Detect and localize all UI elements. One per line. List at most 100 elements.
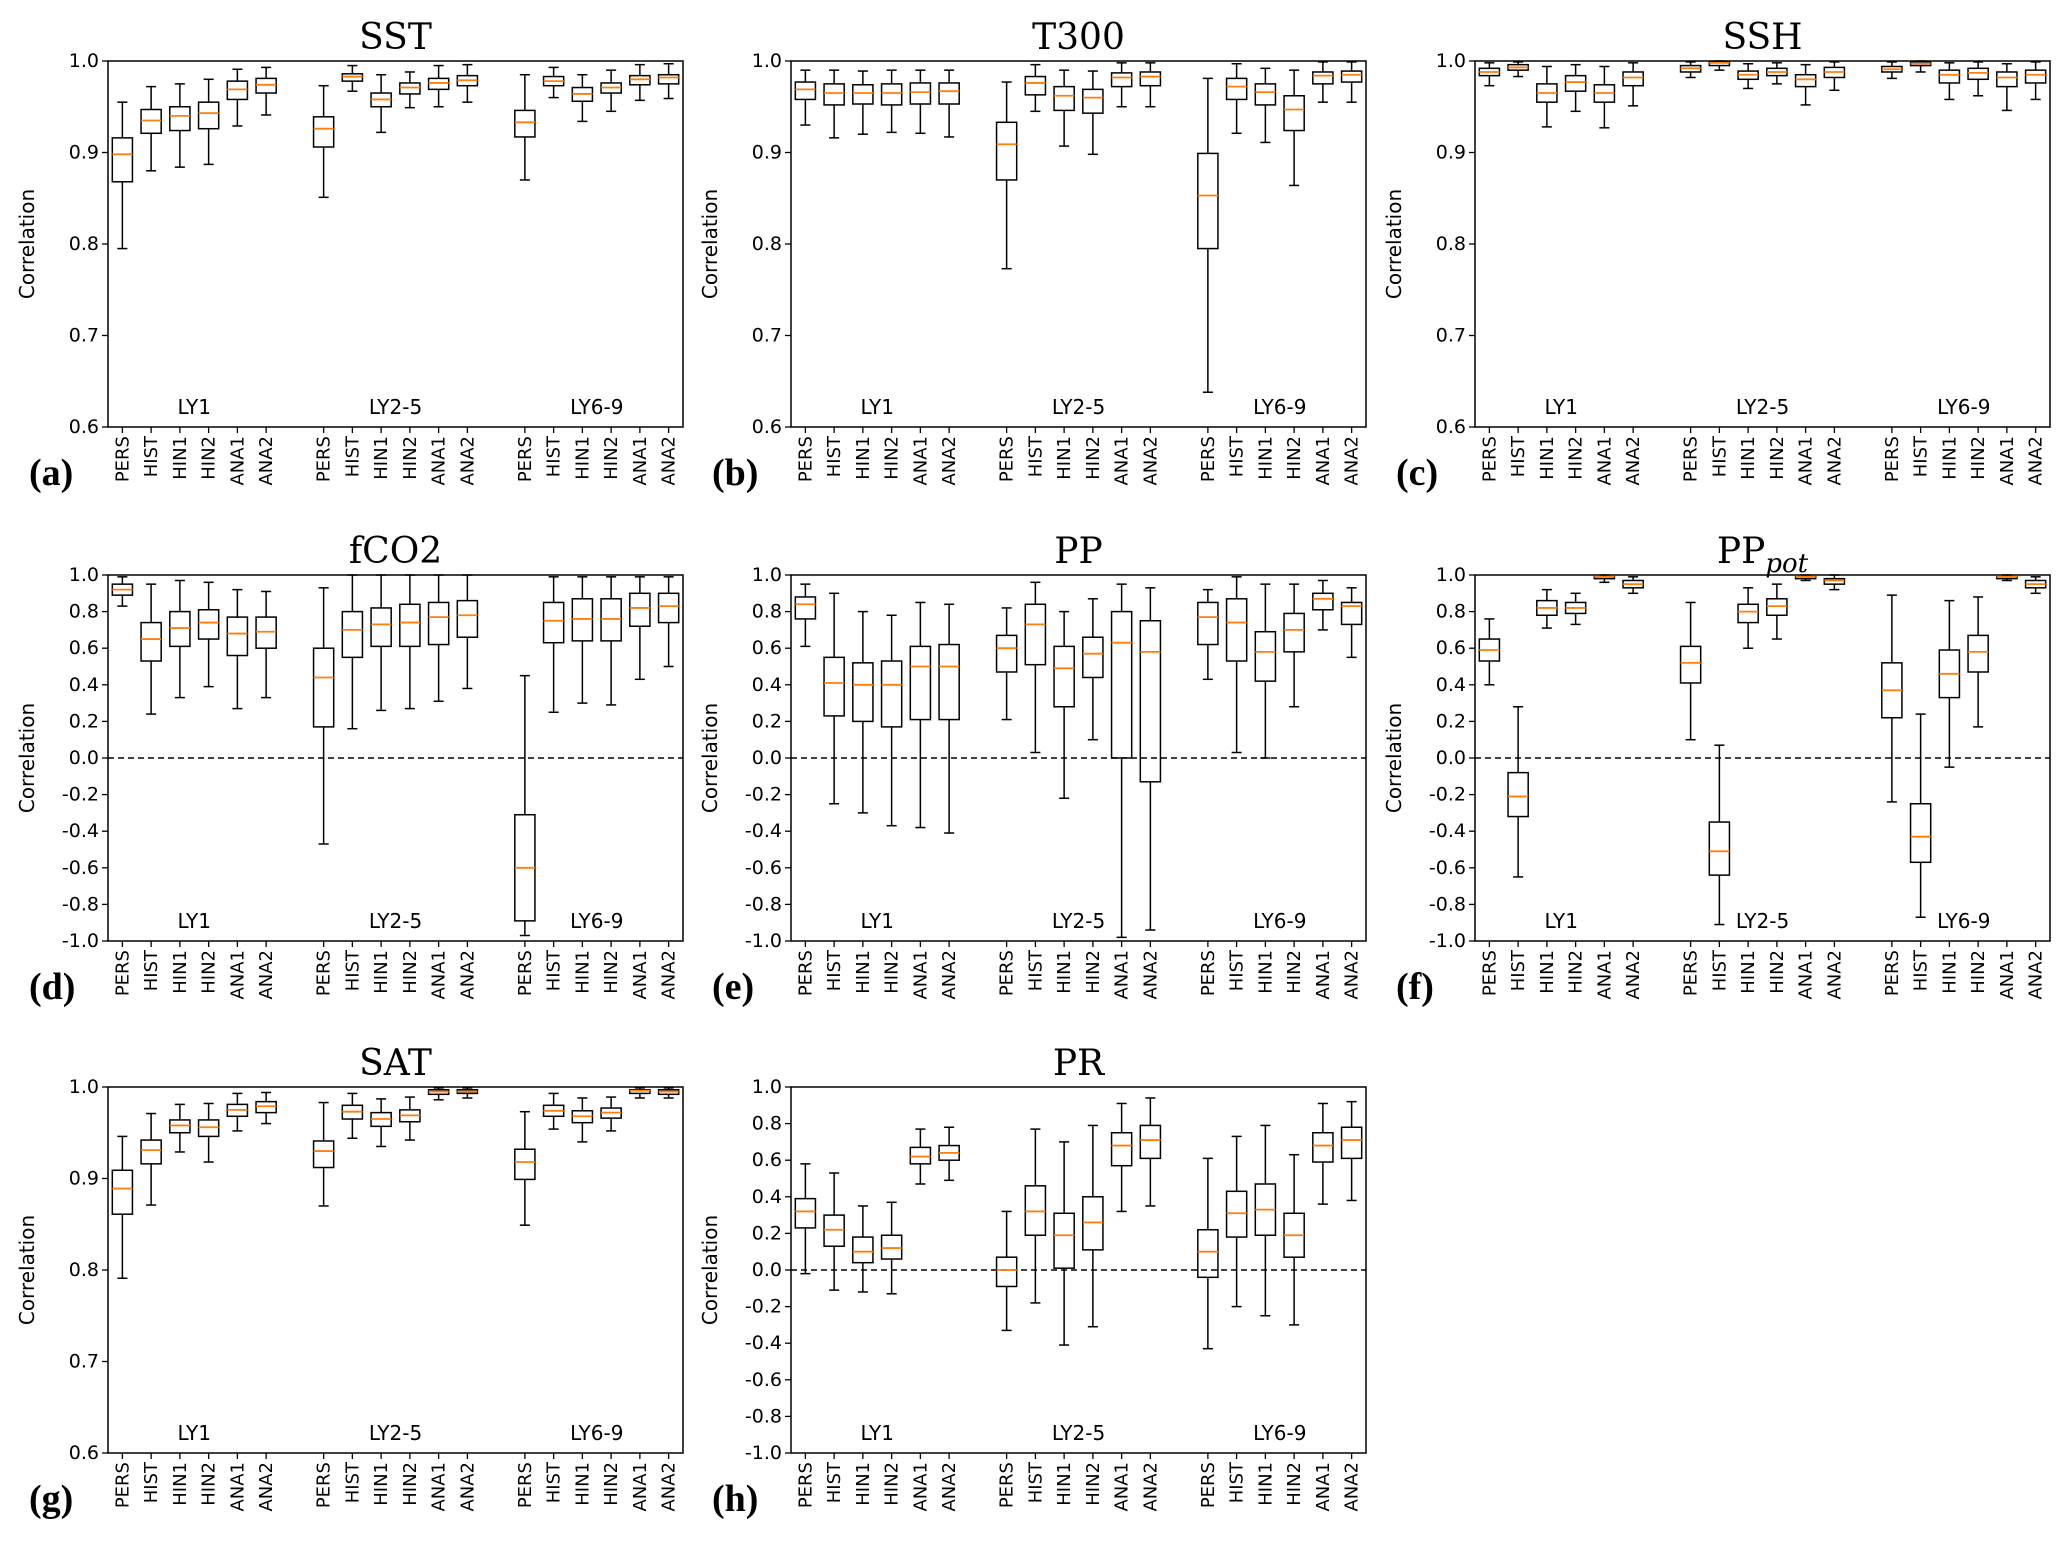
y-axis-label: Correlation xyxy=(698,1215,722,1325)
box-LY6-9-ANA1 xyxy=(1996,574,2018,582)
x-tick-label: HIN2 xyxy=(1083,436,1104,480)
iqr-box xyxy=(1766,598,1788,617)
y-tick-label: 0.8 xyxy=(69,601,99,623)
iqr-box xyxy=(370,607,392,648)
box-LY2-5-PERS xyxy=(312,1101,335,1207)
iqr-box xyxy=(514,1148,536,1181)
y-tick-label: 0.7 xyxy=(69,1351,99,1373)
box-LY6-9-PERS xyxy=(1197,1157,1219,1350)
y-tick-label: -0.4 xyxy=(745,1332,782,1354)
x-tick-label: HIST xyxy=(1025,949,1046,991)
panel-c: 0.6 0.7 0.8 0.9 1.0 Correlation SSH LY1 LY2-5 LY6… xyxy=(1382,17,2051,494)
iqr-box xyxy=(1053,1212,1075,1269)
iqr-box xyxy=(140,621,162,662)
x-tick-label: HIN1 xyxy=(572,436,593,480)
x-tick-label: ANA2 xyxy=(1623,950,1644,1000)
iqr-box xyxy=(427,77,450,91)
x-tick-label: HIN2 xyxy=(400,1462,421,1506)
x-tick-label: ANA2 xyxy=(1342,1462,1363,1512)
x-tick-label: HIN2 xyxy=(1284,950,1305,994)
box-LY2-5-HIST xyxy=(1024,581,1047,754)
x-tick-label: ANA1 xyxy=(1313,950,1334,1000)
x-tick-label: HIN2 xyxy=(1284,1462,1305,1506)
group-label: LY6-9 xyxy=(1937,395,1990,419)
box-LY1-ANA1 xyxy=(909,69,932,135)
iqr-box xyxy=(1225,598,1248,662)
group-label: LY2-5 xyxy=(1736,395,1789,419)
iqr-box xyxy=(140,108,162,135)
y-tick-label: -0.2 xyxy=(1429,784,1466,806)
x-tick-label: HIN2 xyxy=(400,950,421,994)
axes-frame xyxy=(107,574,684,942)
box-LY1-PERS xyxy=(111,101,134,250)
x-tick-label: HIN1 xyxy=(1537,950,1558,994)
box-LY2-5-ANA2 xyxy=(456,574,479,690)
iqr-box xyxy=(1110,72,1133,88)
box-LY6-9-HIST xyxy=(542,576,565,713)
y-tick-label: -1.0 xyxy=(1429,930,1466,952)
x-tick-label: ANA1 xyxy=(1313,1462,1334,1512)
x-tick-label: PERS xyxy=(795,1462,816,1508)
box-LY1-HIN1 xyxy=(852,70,874,135)
box-LY6-9-HIN2 xyxy=(600,1096,622,1132)
y-tick-label: 1.0 xyxy=(1436,564,1466,586)
x-tick-label: PERS xyxy=(1198,1462,1219,1508)
box-LY2-5-ANA2 xyxy=(1139,1097,1162,1207)
iqr-box xyxy=(629,592,651,627)
x-tick-label: ANA1 xyxy=(910,950,931,1000)
box-LY1-PERS xyxy=(111,576,134,607)
box-LY6-9-HIN1 xyxy=(1254,583,1277,759)
iqr-box xyxy=(1139,71,1162,87)
group-label: LY1 xyxy=(861,1421,894,1445)
box-LY2-5-ANA2 xyxy=(1139,587,1162,931)
iqr-box xyxy=(657,73,680,85)
x-tick-label: HIST xyxy=(1911,949,1932,991)
y-tick-label: 0.6 xyxy=(1436,416,1466,438)
box-LY1-HIN1 xyxy=(169,579,191,699)
box-LY6-9-HIN1 xyxy=(1938,599,1961,768)
iqr-box xyxy=(169,610,191,648)
box-LY6-9-HIST xyxy=(1909,713,1932,918)
iqr-box xyxy=(1053,645,1075,708)
box-LY2-5-HIN2 xyxy=(399,1096,421,1141)
box-LY2-5-ANA1 xyxy=(1110,1102,1133,1213)
x-tick-label: HIST xyxy=(544,435,565,477)
y-tick-label: -0.8 xyxy=(745,1405,782,1427)
box-LY6-9-PERS xyxy=(514,1110,536,1226)
iqr-box xyxy=(1225,77,1248,101)
y-tick-label: 0.6 xyxy=(752,416,782,438)
iqr-box xyxy=(312,116,335,148)
box-LY2-5-PERS xyxy=(312,84,335,199)
box-LY2-5-HIN2 xyxy=(399,71,421,109)
y-tick-label: 0.4 xyxy=(752,674,782,696)
box-LY2-5-HIST xyxy=(1024,1128,1047,1304)
x-tick-label: HIN1 xyxy=(170,950,191,994)
x-tick-label: ANA2 xyxy=(256,436,277,486)
axes-frame xyxy=(107,60,684,428)
x-tick-label: HIST xyxy=(141,1461,162,1503)
iqr-box xyxy=(852,662,874,723)
iqr-box xyxy=(1139,620,1162,783)
box-LY1-ANA1 xyxy=(909,601,932,829)
x-tick-label: HIST xyxy=(1911,435,1932,477)
x-tick-label: HIN1 xyxy=(853,1462,874,1506)
y-tick-label: -0.4 xyxy=(745,820,782,842)
group-label: LY1 xyxy=(861,395,894,419)
y-tick-label: 0.4 xyxy=(69,674,99,696)
box-LY1-ANA2 xyxy=(938,69,960,138)
group-label: LY2-5 xyxy=(369,1421,422,1445)
y-tick-label: 1.0 xyxy=(69,1076,99,1098)
iqr-box xyxy=(852,84,874,105)
iqr-box xyxy=(1967,67,1989,81)
box-LY6-9-ANA1 xyxy=(629,1087,651,1099)
iqr-box xyxy=(1564,74,1587,92)
y-tick-label: 0.0 xyxy=(752,1259,782,1281)
x-tick-label: ANA2 xyxy=(2026,436,2047,486)
box-LY6-9-ANA2 xyxy=(1340,61,1363,103)
iqr-box xyxy=(140,1139,162,1165)
iqr-box xyxy=(1679,645,1702,684)
iqr-box xyxy=(1254,83,1277,106)
x-tick-label: ANA2 xyxy=(1623,436,1644,486)
y-axis-label: Correlation xyxy=(15,1215,39,1325)
